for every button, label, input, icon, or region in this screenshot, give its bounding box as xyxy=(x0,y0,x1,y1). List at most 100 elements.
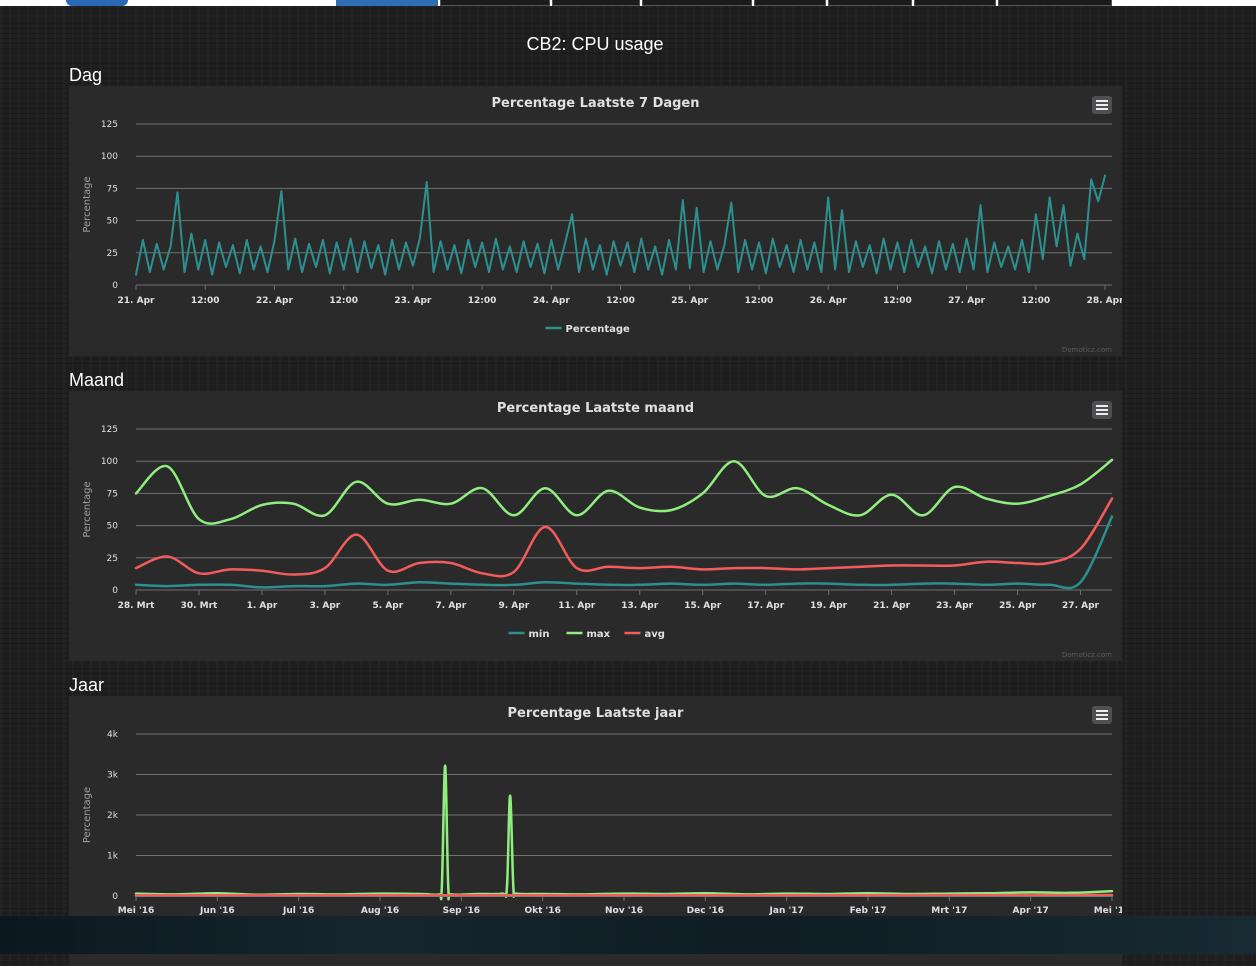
series-line-Percentage xyxy=(136,176,1105,275)
y-axis-title: Percentage xyxy=(82,176,93,232)
y-tick-label: 125 xyxy=(101,120,118,130)
nav-tab[interactable] xyxy=(642,0,752,6)
x-tick-label: 12:00 xyxy=(745,296,774,306)
y-tick-label: 0 xyxy=(112,892,118,902)
y-tick-label: 0 xyxy=(112,586,118,596)
x-tick-label: Feb '17 xyxy=(850,906,887,916)
x-tick-label: 25. Apr xyxy=(671,296,708,306)
x-tick-label: 23. Apr xyxy=(394,296,431,306)
x-tick-label: Okt '16 xyxy=(524,906,560,916)
x-tick-label: 12:00 xyxy=(883,296,912,306)
logo[interactable] xyxy=(66,0,128,6)
y-tick-label: 100 xyxy=(101,152,118,162)
chart-day: Percentage Laatste 7 Dagen 0 25 50 75 100 125 P… xyxy=(69,86,1122,356)
x-tick-label: 19. Apr xyxy=(810,601,847,611)
section-label-day: Dag xyxy=(69,65,102,86)
x-tick-label: 9. Apr xyxy=(498,601,529,611)
y-tick-label: 75 xyxy=(107,184,118,194)
chart-panel-month: Percentage Laatste maand 0 25 50 75 100 125 Per… xyxy=(69,391,1122,661)
legend-item-avg: avg xyxy=(625,629,665,640)
chart-menu-button[interactable] xyxy=(1092,401,1112,419)
y-tick-label: 75 xyxy=(107,489,118,499)
nav-tab[interactable] xyxy=(914,0,996,6)
credits-label: Domoticz.com xyxy=(1062,346,1112,354)
legend-item-max: max xyxy=(567,629,611,640)
y-axis-title: Percentage xyxy=(82,481,93,537)
legend-label: avg xyxy=(645,629,665,640)
bottom-background-strip xyxy=(0,916,1256,954)
x-tick-label: 12:00 xyxy=(191,296,220,306)
y-axis-title: Percentage xyxy=(82,787,93,843)
x-tick-label: Apr '17 xyxy=(1013,906,1049,916)
x-tick-label: 15. Apr xyxy=(684,601,721,611)
x-tick-label: 12:00 xyxy=(468,296,497,306)
x-tick-label: 22. Apr xyxy=(256,296,293,306)
x-tick-label: Jul '16 xyxy=(282,906,314,916)
x-tick-label: 25. Apr xyxy=(999,601,1036,611)
legend-label: max xyxy=(587,629,611,640)
x-tick-label: 27. Apr xyxy=(1062,601,1099,611)
y-tick-label: 25 xyxy=(107,554,118,564)
nav-tab-active[interactable] xyxy=(336,0,438,6)
series-line-max xyxy=(136,766,1112,900)
nav-tab[interactable] xyxy=(440,0,550,6)
page-title: CB2: CPU usage xyxy=(0,34,1190,55)
x-tick-label: 12:00 xyxy=(329,296,358,306)
nav-tab[interactable] xyxy=(552,0,640,6)
y-tick-label: 125 xyxy=(101,425,118,435)
x-tick-label: 24. Apr xyxy=(533,296,570,306)
x-tick-label: Jan '17 xyxy=(769,906,804,916)
x-tick-label: 28. Mrt xyxy=(118,601,155,611)
y-tick-label: 50 xyxy=(107,522,119,532)
y-tick-label: 0 xyxy=(112,281,118,291)
x-tick-label: Dec '16 xyxy=(687,906,724,916)
y-tick-label: 100 xyxy=(101,457,118,467)
section-label-year: Jaar xyxy=(69,675,104,696)
y-tick-label: 50 xyxy=(107,217,119,227)
nav-tab[interactable] xyxy=(754,0,826,6)
y-tick-label: 1k xyxy=(107,852,119,862)
y-tick-label: 25 xyxy=(107,249,118,259)
series-line-max xyxy=(136,460,1112,524)
x-tick-label: 11. Apr xyxy=(558,601,595,611)
chart-month: Percentage Laatste maand 0 25 50 75 100 125 Per… xyxy=(69,391,1122,661)
chart-title: Percentage Laatste maand xyxy=(497,401,694,416)
x-tick-label: Mei '17 xyxy=(1094,906,1122,916)
x-tick-label: 21. Apr xyxy=(873,601,910,611)
chart-panel-day: Percentage Laatste 7 Dagen 0 25 50 75 100 125 P… xyxy=(69,86,1122,356)
x-tick-label: 5. Apr xyxy=(373,601,404,611)
x-tick-label: 23. Apr xyxy=(936,601,973,611)
chart-menu-button[interactable] xyxy=(1092,706,1112,724)
nav-tab[interactable] xyxy=(828,0,912,6)
legend-label: Percentage xyxy=(566,324,631,335)
chart-title: Percentage Laatste jaar xyxy=(508,706,685,721)
x-tick-label: 21. Apr xyxy=(118,296,155,306)
credits-label: Domoticz.com xyxy=(1062,651,1112,659)
x-tick-label: Aug '16 xyxy=(361,906,399,916)
x-tick-label: Jun '16 xyxy=(199,906,235,916)
x-tick-label: 12:00 xyxy=(606,296,635,306)
x-tick-label: 13. Apr xyxy=(621,601,658,611)
x-tick-label: 3. Apr xyxy=(310,601,341,611)
y-tick-label: 2k xyxy=(107,811,119,821)
legend-label: min xyxy=(529,629,550,640)
x-tick-label: 26. Apr xyxy=(810,296,847,306)
top-navigation-bar xyxy=(0,0,1256,6)
x-tick-label: Nov '16 xyxy=(605,906,643,916)
series-line-min xyxy=(136,517,1112,588)
chart-menu-button[interactable] xyxy=(1092,96,1112,114)
x-tick-label: Sep '16 xyxy=(443,906,480,916)
section-label-month: Maand xyxy=(69,370,124,391)
x-tick-label: 12:00 xyxy=(1022,296,1051,306)
x-tick-label: Mrt '17 xyxy=(931,906,967,916)
y-tick-label: 3k xyxy=(107,771,119,781)
series-line-avg xyxy=(136,499,1112,577)
y-tick-label: 4k xyxy=(107,730,119,740)
x-tick-label: 27. Apr xyxy=(948,296,985,306)
x-tick-label: 30. Mrt xyxy=(181,601,218,611)
x-tick-label: 28. Apr xyxy=(1087,296,1122,306)
legend-item-min: min xyxy=(509,629,550,640)
nav-tab[interactable] xyxy=(998,0,1112,6)
x-tick-label: 1. Apr xyxy=(247,601,278,611)
chart-title: Percentage Laatste 7 Dagen xyxy=(491,96,699,111)
